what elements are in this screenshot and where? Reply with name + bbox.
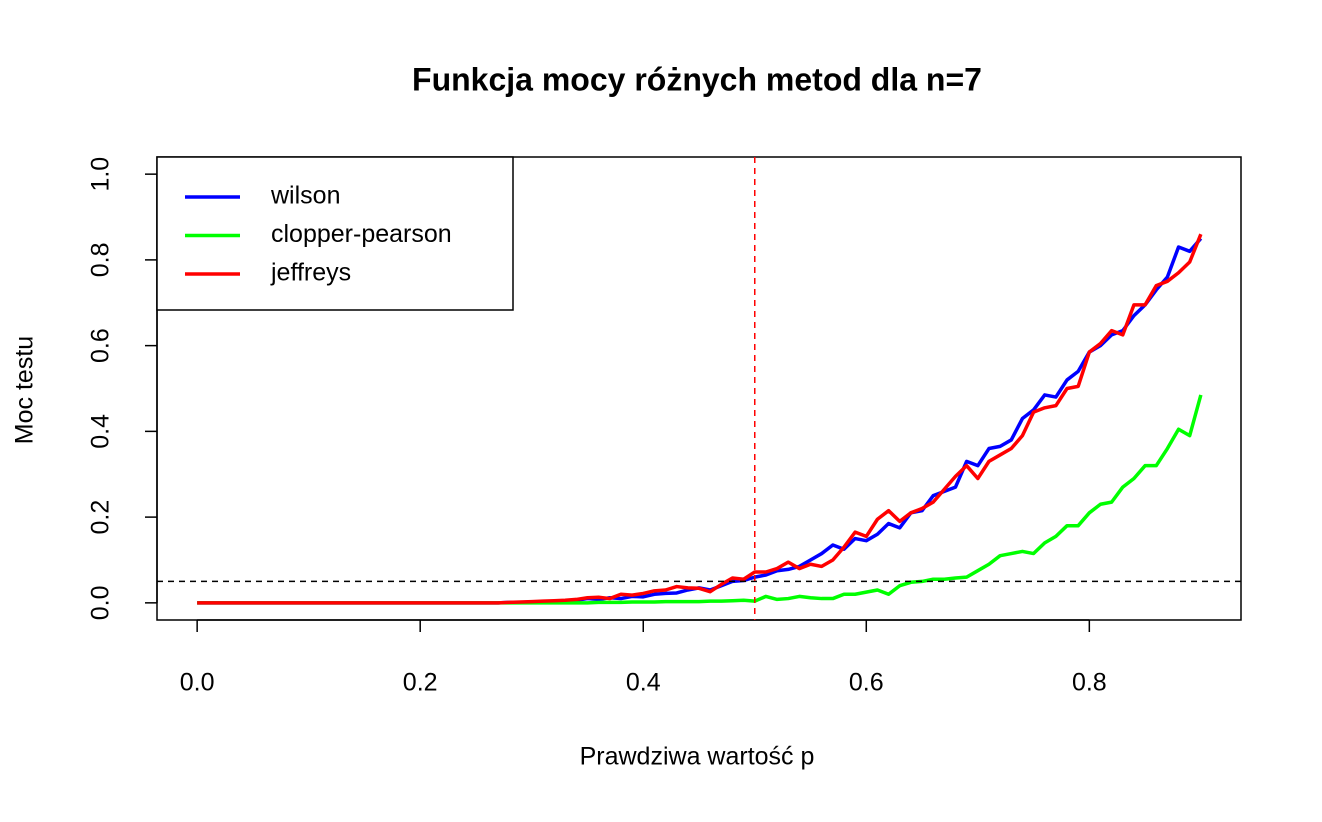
x-tick-label: 0.2 xyxy=(403,669,438,697)
plot-frame xyxy=(156,156,1242,621)
x-tick-label: 0.4 xyxy=(626,669,661,697)
legend-label: wilson xyxy=(270,182,340,210)
legend-box xyxy=(156,156,514,311)
x-tick-label: 0.8 xyxy=(1072,669,1107,697)
chart-title: Funkcja mocy różnych metod dla n=7 xyxy=(412,61,982,97)
legend-label: jeffreys xyxy=(270,259,351,287)
y-tick-label: 0.0 xyxy=(87,585,115,620)
x-axis-label: Prawdziwa wartość p xyxy=(580,743,815,771)
y-tick-label: 0.8 xyxy=(87,243,115,278)
y-tick-label: 0.4 xyxy=(87,414,115,449)
x-tick-label: 0.0 xyxy=(180,669,215,697)
x-tick-label: 0.6 xyxy=(849,669,884,697)
y-tick-label: 0.6 xyxy=(87,328,115,363)
y-tick-label: 1.0 xyxy=(87,157,115,192)
legend-label: clopper-pearson xyxy=(271,220,452,248)
series-line xyxy=(197,233,1203,605)
y-tick-label: 0.2 xyxy=(87,500,115,535)
y-axis-label: Moc testu xyxy=(11,336,39,444)
